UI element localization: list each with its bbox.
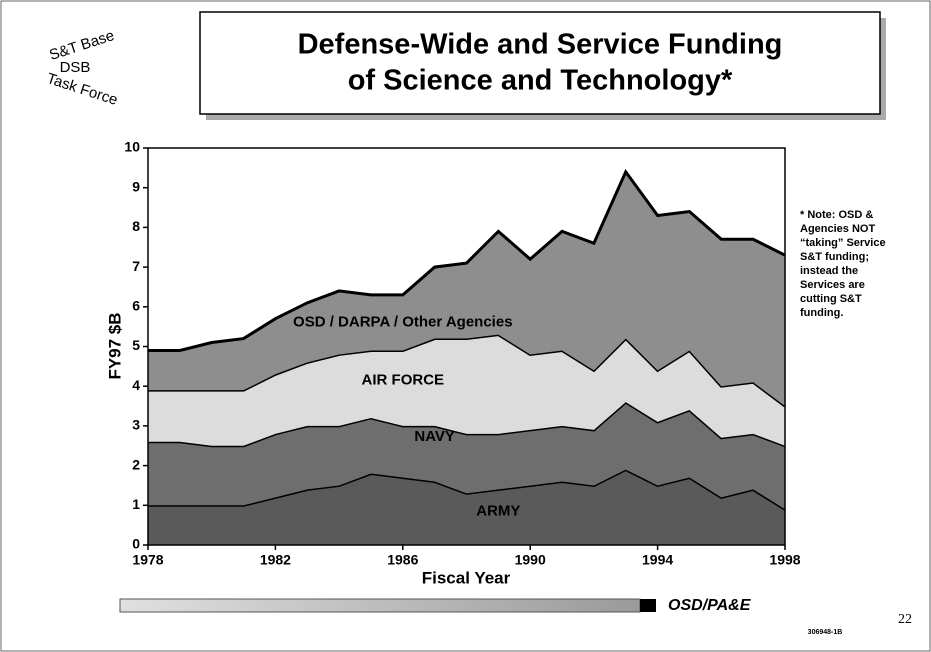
area-edge — [148, 168, 786, 352]
footer-bar-end — [640, 599, 656, 612]
y-tick-label: 8 — [132, 218, 140, 234]
y-tick-label: 5 — [132, 337, 140, 353]
logo-middle: DSB — [60, 59, 91, 76]
area — [148, 171, 785, 407]
page-number: 22 — [898, 612, 912, 627]
note-line: Services are — [800, 279, 865, 291]
y-tick-label: 4 — [132, 377, 140, 393]
title-box — [199, 11, 881, 115]
y-axis-label: FY97 $B — [105, 312, 124, 379]
note-line: “taking” Service — [800, 237, 886, 249]
x-tick-label: 1998 — [769, 552, 800, 568]
note-line: funding. — [800, 307, 843, 319]
x-tick-label: 1990 — [515, 552, 546, 568]
y-tick-label: 0 — [132, 536, 140, 552]
y-tick-label: 9 — [132, 178, 140, 194]
x-tick-label: 1986 — [387, 552, 418, 568]
logo: S&T Base DSB Task Force — [45, 27, 120, 109]
doc-code: 306948-1B — [808, 629, 843, 636]
title-line: Defense-Wide and Service Funding — [298, 29, 783, 61]
x-tick-label: 1982 — [260, 552, 291, 568]
x-axis-label: Fiscal Year — [422, 568, 511, 587]
footer-source: OSD/PA&E — [668, 597, 752, 614]
x-tick-label: 1994 — [642, 552, 673, 568]
note-line: * Note: OSD & — [800, 209, 873, 221]
y-tick-label: 1 — [132, 496, 140, 512]
y-tick-label: 6 — [132, 298, 140, 314]
area-label: ARMY — [476, 503, 520, 520]
y-tick-label: 10 — [124, 139, 140, 155]
area-label: NAVY — [414, 428, 455, 445]
note-line: Agencies NOT — [800, 223, 875, 235]
area-label: AIR FORCE — [362, 372, 445, 389]
title-line: of Science and Technology* — [348, 65, 733, 97]
y-tick-label: 2 — [132, 456, 140, 472]
area — [148, 402, 785, 510]
x-tick-label: 1978 — [132, 552, 163, 568]
footer-bar — [119, 598, 641, 613]
note-line: S&T funding; — [800, 251, 869, 263]
area — [148, 469, 785, 545]
area-label: OSD / DARPA / Other Agencies — [293, 314, 513, 331]
note-line: cutting S&T — [800, 293, 862, 305]
note-line: instead the — [800, 265, 858, 277]
y-tick-label: 7 — [132, 258, 140, 274]
y-tick-label: 3 — [132, 417, 140, 433]
